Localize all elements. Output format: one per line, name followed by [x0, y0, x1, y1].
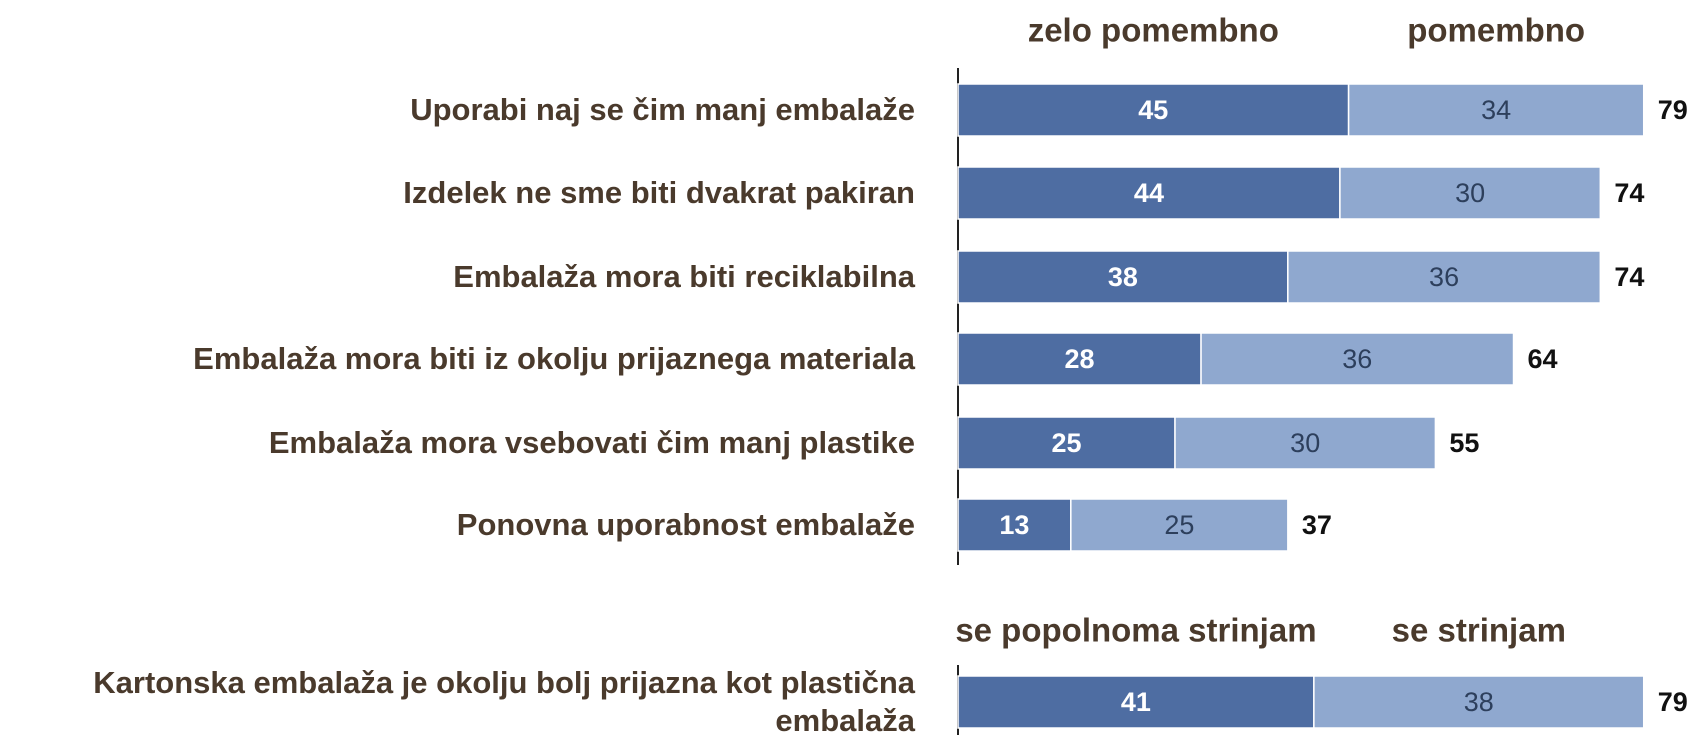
total-label: 79	[1658, 687, 1688, 717]
legend-label: pomembno	[1407, 12, 1585, 49]
bar-segment	[957, 416, 1176, 470]
total-label: 79	[1658, 95, 1688, 125]
value-label: 45	[1138, 95, 1168, 125]
bar-segment	[1347, 83, 1645, 137]
value-label: 30	[1455, 178, 1485, 208]
value-label: 34	[1481, 95, 1511, 125]
value-label: 44	[1134, 178, 1164, 208]
value-label: 41	[1121, 687, 1151, 717]
total-label: 37	[1302, 510, 1332, 540]
legend-label: se strinjam	[1392, 612, 1566, 649]
category-label: Embalaža mora biti iz okolju prijaznega …	[193, 341, 915, 376]
legend-label: zelo pomembno	[1028, 12, 1279, 49]
value-label: 30	[1290, 428, 1320, 458]
bar-segment	[1313, 675, 1645, 729]
bar-segment	[957, 332, 1202, 386]
value-label: 38	[1464, 687, 1494, 717]
bar-segment	[957, 498, 1072, 552]
total-label: 64	[1528, 344, 1558, 374]
bar-segment	[1339, 166, 1602, 220]
legend-label: se popolnoma strinjam	[955, 612, 1316, 649]
total-label: 74	[1614, 178, 1644, 208]
value-label: 13	[999, 510, 1029, 540]
category-label: Kartonska embalaža je okolju bolj prijaz…	[93, 665, 915, 735]
total-label: 74	[1614, 262, 1644, 292]
bar-segment	[1070, 498, 1289, 552]
category-label: Ponovna uporabnost embalaže	[456, 507, 915, 542]
category-label: Embalaža mora biti reciklabilna	[453, 259, 915, 294]
value-label: 38	[1108, 262, 1138, 292]
category-label: Uporabi naj se čim manj embalaže	[410, 92, 915, 127]
value-label: 25	[1051, 428, 1081, 458]
bar-segment	[1174, 416, 1437, 470]
category-label: Izdelek ne sme biti dvakrat pakiran	[403, 175, 915, 210]
value-label: 36	[1342, 344, 1372, 374]
total-label: 55	[1449, 428, 1479, 458]
value-label: 25	[1164, 510, 1194, 540]
bar-segment	[957, 166, 1341, 220]
value-label: 28	[1064, 344, 1094, 374]
category-label: Embalaža mora vsebovati čim manj plastik…	[268, 425, 915, 460]
bar-segment	[957, 83, 1350, 137]
bar-segment	[1200, 332, 1515, 386]
value-label: 36	[1429, 262, 1459, 292]
bar-segment	[1287, 250, 1602, 304]
